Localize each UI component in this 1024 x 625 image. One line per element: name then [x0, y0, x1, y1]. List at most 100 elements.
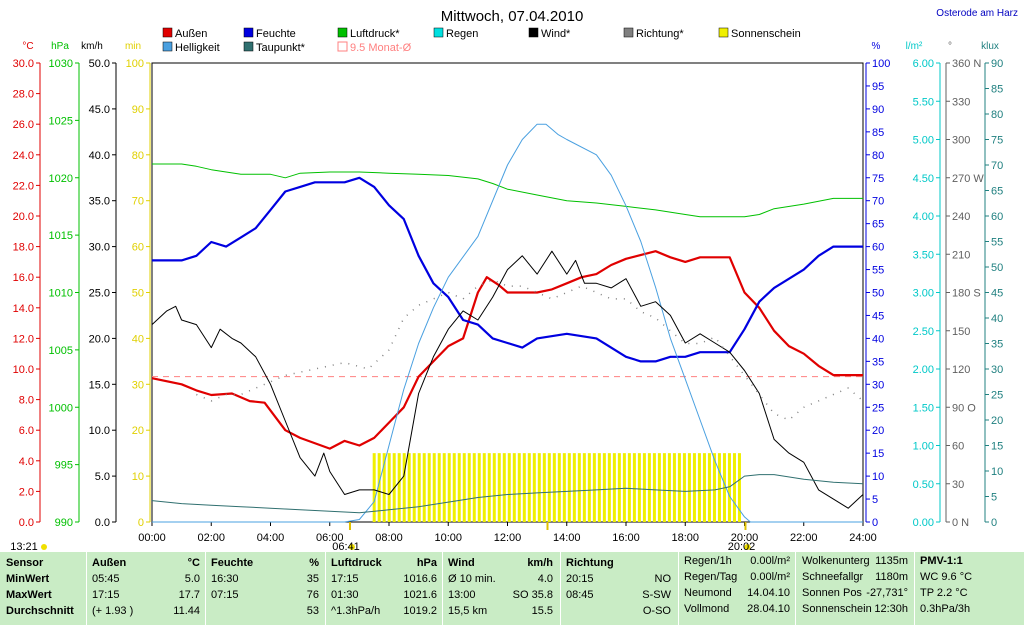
- pmv-value: TP 2.2 °C: [920, 587, 968, 599]
- axis-tick-label: 5.0: [95, 471, 110, 483]
- sunshine-bar: [497, 453, 501, 522]
- axis-tick-label: 2.50: [913, 326, 934, 338]
- stats-label: Sonnenschein: [802, 603, 872, 615]
- stats-richtung-column: Richtung 20:15 NO 08:45 S-SW O-SO: [566, 555, 671, 619]
- axis-tick-label: 15: [872, 448, 884, 460]
- axis-tick-label: 3.50: [913, 249, 934, 261]
- stats-row-label: MinWert: [6, 573, 50, 585]
- stats-value: NO: [654, 573, 672, 585]
- axis-tick-label: 85: [872, 127, 884, 139]
- axis-tick-label: 30: [872, 379, 884, 391]
- axis-tick-label: 26.0: [13, 119, 34, 131]
- sunshine-bar: [502, 453, 506, 522]
- axis-tick-label: 50: [132, 288, 144, 300]
- axis-tick-label: 14.0: [13, 303, 34, 315]
- time-marker-label: 20:02: [728, 541, 756, 552]
- axis-tick-label: 60: [991, 211, 1003, 223]
- sunshine-bar: [687, 453, 691, 522]
- location-label: Osterode am Harz: [936, 8, 1018, 19]
- axis-tick-label: 8.0: [19, 395, 34, 407]
- stats-time: ^1.3hPa/h: [331, 605, 381, 617]
- sunshine-bar: [447, 453, 451, 522]
- sunshine-bar: [547, 453, 551, 522]
- stats-separator: [205, 552, 206, 625]
- axis-tick-label: 270 W: [952, 173, 984, 185]
- sunshine-bar: [387, 453, 391, 522]
- chart-title: Mittwoch, 07.04.2010: [441, 8, 584, 25]
- axis-tick-label: 1.00: [913, 441, 934, 453]
- stats-separator: [442, 552, 443, 625]
- legend-label: Außen: [175, 28, 207, 40]
- legend-swatch: [162, 27, 173, 38]
- stats-time: 17:15: [92, 589, 120, 601]
- axis-tick-label: 50: [991, 262, 1003, 274]
- axis-tick-label: 45.0: [89, 104, 110, 116]
- axis-tick-label: 0.50: [913, 479, 934, 491]
- stats-separator: [914, 552, 915, 625]
- sunshine-bar: [607, 453, 611, 522]
- legend-swatch: [162, 41, 173, 52]
- sunshine-bar: [652, 453, 656, 522]
- series-line-richtung: [196, 279, 864, 421]
- stats-header: Feuchte: [211, 557, 254, 569]
- axis-tick-label: 20.0: [13, 211, 34, 223]
- stats-value: 1135m: [875, 555, 908, 567]
- stats-unit: °C: [187, 557, 200, 569]
- x-axis-tick-label: 18:00: [671, 532, 699, 544]
- legend: Außen Feuchte Luftdruck* Regen Wind* Richtung…: [162, 27, 801, 54]
- sunshine-bar: [457, 453, 461, 522]
- sunshine-bar: [462, 453, 466, 522]
- sunshine-bar: [432, 453, 436, 522]
- stats-wind-column: Wind km/h Ø 10 min. 4.0 13:00 SO 35.8 15,5 …: [448, 555, 553, 619]
- legend-label: 9.5 Monat-Ø: [350, 42, 412, 54]
- stats-time: 16:30: [211, 573, 239, 585]
- stats-header: Sensor: [6, 557, 44, 569]
- stats-separator: [325, 552, 326, 625]
- axis-tick-label: 70: [872, 196, 884, 208]
- plot-area: [151, 123, 864, 523]
- stats-time: (+ 1.93 ): [92, 605, 134, 617]
- stats-unit: %: [309, 557, 319, 569]
- x-axis-tick-label: 06:00: [316, 532, 344, 544]
- legend-label: Taupunkt*: [256, 42, 306, 54]
- axis-tick-label: 4.00: [913, 211, 934, 223]
- axis-tick-label: 40: [872, 333, 884, 345]
- axis-tick-label: 1005: [49, 345, 73, 357]
- stats-value: 5.0: [184, 573, 200, 585]
- x-axis-tick-label: 04:00: [257, 532, 285, 544]
- stats-value: 14.04.10: [747, 587, 790, 599]
- sunshine-bar: [572, 453, 576, 522]
- stats-label: Neumond: [684, 587, 732, 599]
- stats-value: -27,731°: [866, 587, 908, 599]
- axis-tick-label: 10.0: [89, 425, 110, 437]
- sunshine-bar: [377, 453, 381, 522]
- sunshine-bar: [492, 453, 496, 522]
- axis-tick-label: 90: [872, 104, 884, 116]
- axis-tick-label: 60: [872, 242, 884, 254]
- x-axis-tick-label: 14:00: [553, 532, 581, 544]
- legend-swatch: [528, 27, 539, 38]
- sunshine-bar: [637, 453, 641, 522]
- axis-tick-label: 40: [132, 333, 144, 345]
- axis-tick-label: 0: [138, 517, 144, 529]
- axis-tick-label: 995: [55, 460, 73, 472]
- axis-unit-label: l/m²: [906, 41, 923, 52]
- sunshine-bar: [592, 453, 596, 522]
- sunshine-bar: [562, 453, 566, 522]
- legend-label: Wind*: [541, 28, 571, 40]
- axis-tick-label: 20: [132, 425, 144, 437]
- sunshine-bar: [612, 453, 616, 522]
- axis-tick-label: 40.0: [89, 150, 110, 162]
- stats-value: S-SW: [642, 589, 671, 601]
- sunshine-bar: [442, 453, 446, 522]
- sunshine-bar: [507, 453, 511, 522]
- axis-tick-label: 80: [132, 150, 144, 162]
- sunshine-bar: [532, 453, 536, 522]
- sunshine-bar: [617, 453, 621, 522]
- x-axis-tick-label: 10:00: [434, 532, 462, 544]
- sunshine-bar: [627, 453, 631, 522]
- axis-tick-label: 1015: [49, 230, 73, 242]
- axis-tick-label: 25: [872, 402, 884, 414]
- weather-chart: Mittwoch, 07.04.2010 Osterode am Harz Au…: [10, 8, 1018, 552]
- axis-tick-label: 990: [55, 517, 73, 529]
